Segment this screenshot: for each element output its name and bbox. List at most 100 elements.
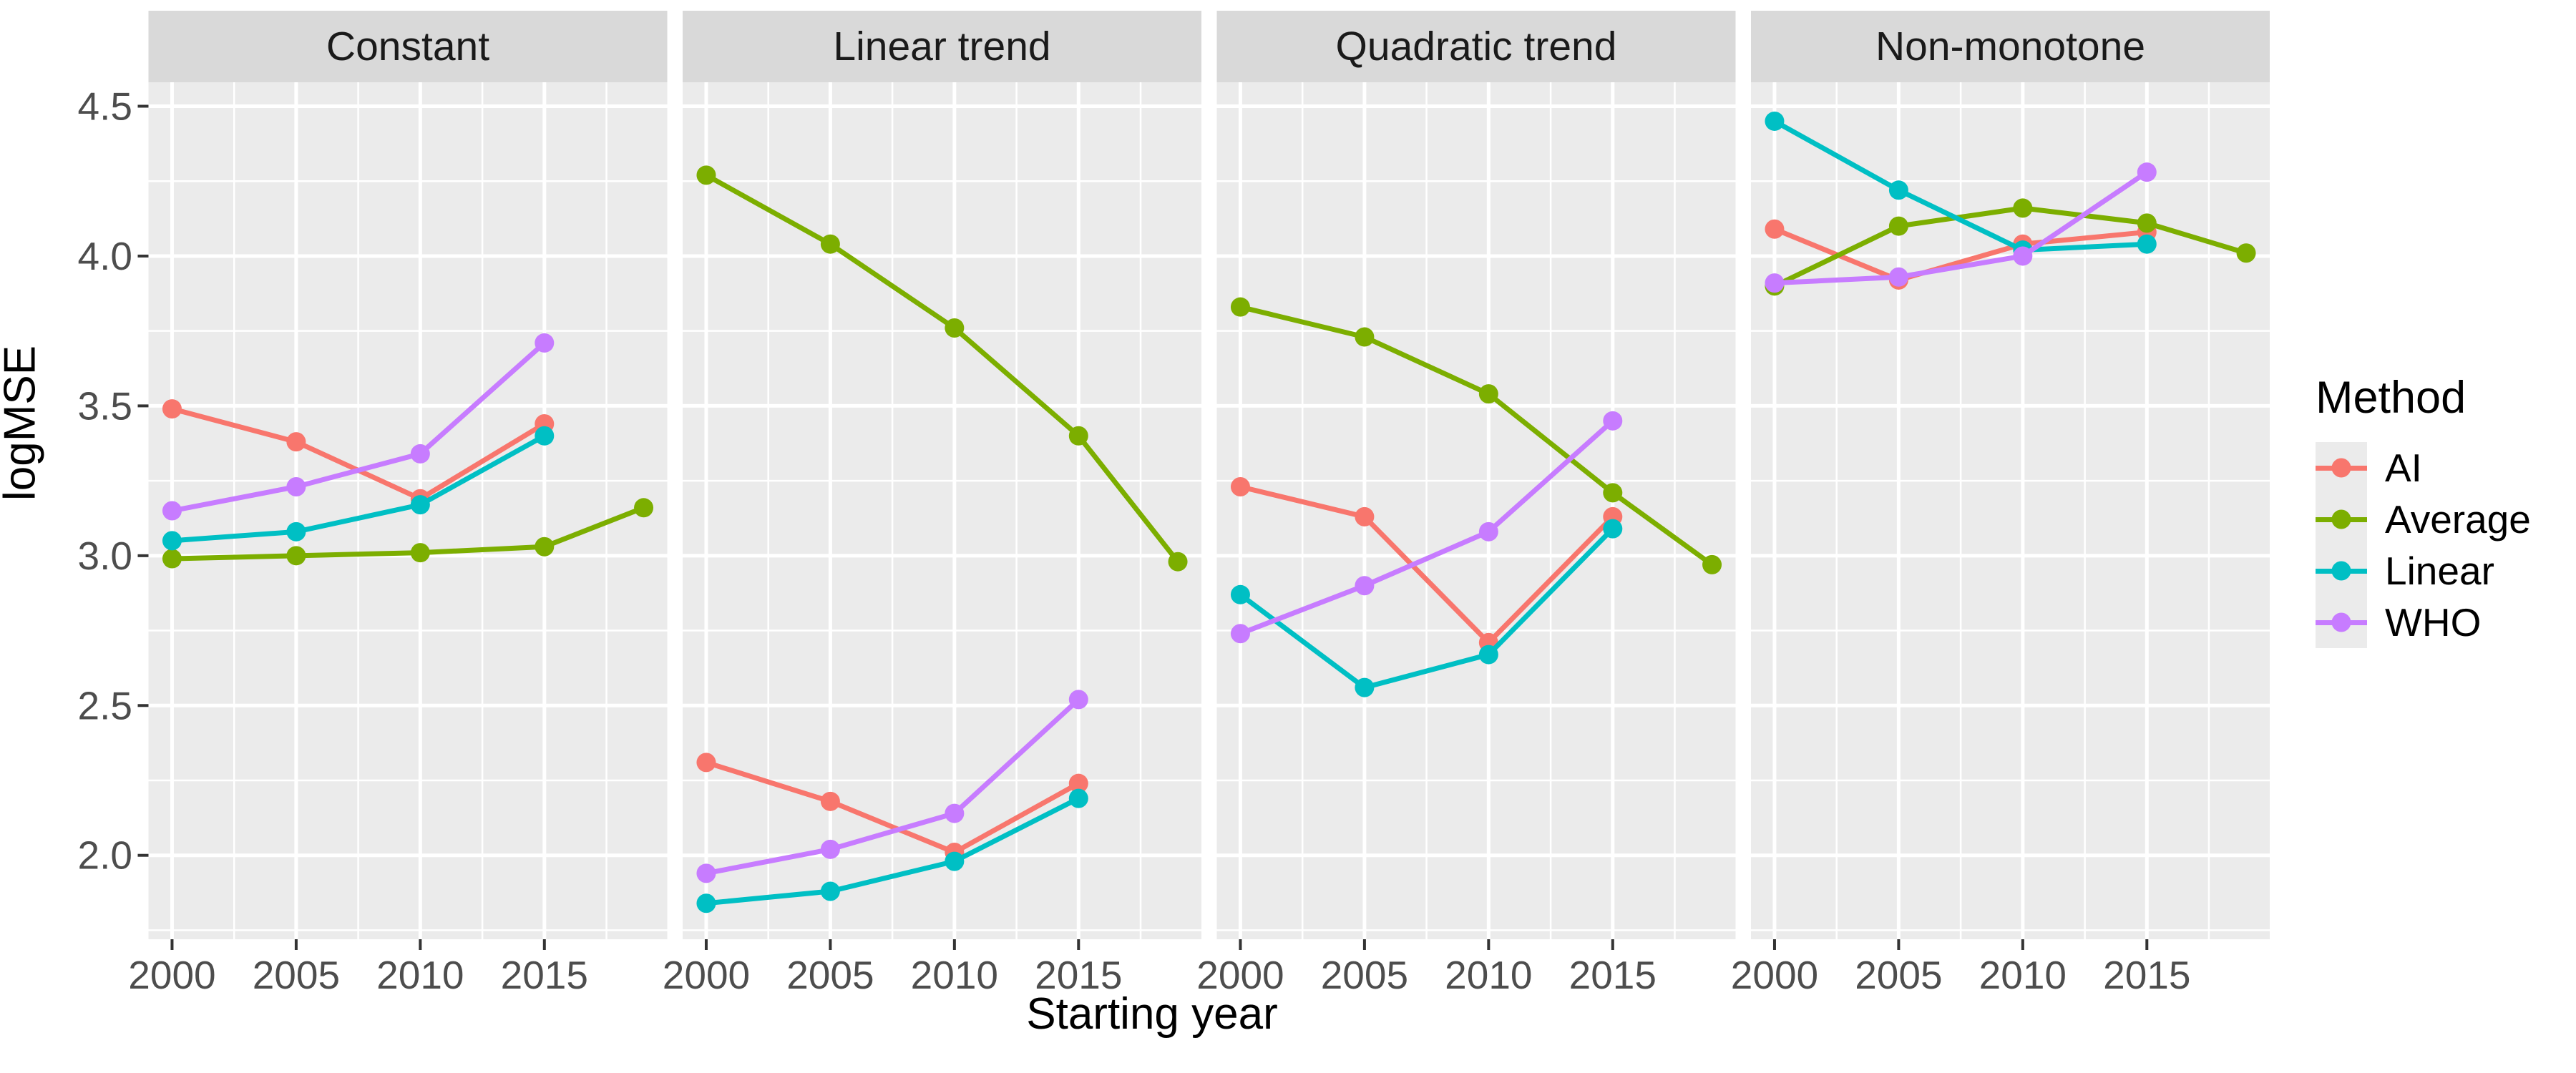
data-point-WHO: [2013, 246, 2033, 266]
legend-key-icon: [2316, 494, 2367, 545]
data-point-WHO: [945, 803, 965, 823]
data-point-Average: [945, 318, 965, 338]
y-tick-label: 3.0: [78, 534, 132, 578]
facet-strip-label: Constant: [326, 24, 489, 69]
x-tick-label: 2005: [786, 953, 874, 997]
data-point-Average: [634, 498, 654, 518]
data-point-Linear: [1888, 180, 1908, 200]
data-point-WHO: [410, 444, 430, 464]
data-point-Average: [2137, 213, 2157, 233]
data-point-WHO: [820, 839, 840, 859]
legend-item-label: Linear: [2385, 549, 2494, 593]
series-line-Linear: [172, 433, 546, 544]
data-point-Linear: [820, 881, 840, 901]
data-point-Linear: [1230, 584, 1250, 604]
x-tick-label: 2005: [1321, 953, 1408, 997]
data-point-Average: [696, 165, 716, 185]
data-point-Average: [1168, 552, 1188, 572]
data-point-AI: [696, 753, 716, 773]
x-tick-label: 2010: [911, 953, 998, 997]
legend-item-WHO: WHO: [2316, 597, 2531, 648]
panel-background: [1216, 82, 1736, 939]
data-point-WHO: [1355, 576, 1375, 596]
x-tick-label: 2010: [1979, 953, 2067, 997]
data-point-WHO: [535, 333, 555, 353]
data-point-Linear: [2137, 234, 2157, 254]
series-line-WHO: [171, 340, 547, 514]
data-point-Average: [1603, 483, 1623, 503]
series-line-AI: [1239, 484, 1615, 647]
data-point-Average: [1230, 297, 1250, 317]
data-point-Linear: [1478, 645, 1498, 665]
data-point-AI: [820, 791, 840, 811]
legend-key-icon: [2316, 545, 2367, 597]
data-point-Linear: [1765, 111, 1785, 131]
data-point-Average: [1068, 426, 1088, 446]
series-line-Linear: [1239, 526, 1615, 690]
data-point-Average: [2236, 243, 2256, 263]
data-point-Linear: [1355, 677, 1375, 697]
legend-key-dot: [2331, 458, 2351, 478]
y-tick-label: 2.0: [78, 833, 132, 878]
facet-strip-label: Non-monotone: [1875, 24, 2145, 69]
legend-key-dot: [2331, 509, 2351, 529]
legend-item-AI: AI: [2316, 442, 2531, 494]
x-tick-label: 2015: [2103, 953, 2190, 997]
data-point-Average: [1888, 216, 1908, 236]
y-tick-label: 4.0: [78, 234, 132, 278]
legend-item-Linear: Linear: [2316, 545, 2531, 597]
data-point-AI: [1068, 773, 1088, 793]
x-tick-label: 2015: [1569, 953, 1657, 997]
data-point-Linear: [410, 495, 430, 515]
legend-item-label: Average: [2385, 497, 2531, 542]
series-line-Linear: [1773, 119, 2147, 253]
data-point-Linear: [286, 521, 306, 542]
data-point-WHO: [1603, 411, 1623, 431]
legend-item-Average: Average: [2316, 494, 2531, 545]
legend-items: AI Average Linear WHO: [2316, 442, 2531, 648]
y-tick-label: 2.5: [78, 683, 132, 727]
data-point-Average: [410, 543, 430, 563]
data-point-WHO: [2137, 162, 2157, 182]
data-point-WHO: [1478, 521, 1498, 542]
data-point-Average: [2013, 198, 2033, 218]
data-point-Linear: [945, 851, 965, 871]
data-point-Average: [162, 549, 182, 569]
x-tick-label: 2005: [1855, 953, 1942, 997]
data-point-AI: [1230, 476, 1250, 496]
series-line-WHO: [706, 697, 1080, 876]
panel-background: [148, 82, 668, 939]
data-point-Average: [820, 234, 840, 254]
facet-strip: [683, 11, 1201, 82]
series-line-WHO: [1774, 170, 2149, 286]
x-axis-title: Starting year: [1026, 989, 1278, 1039]
legend-key-dot: [2331, 561, 2351, 581]
data-point-AI: [1355, 506, 1375, 526]
panel-background: [683, 82, 1201, 939]
legend-item-label: AI: [2385, 446, 2422, 490]
data-point-WHO: [1765, 273, 1785, 293]
legend-key-icon: [2316, 597, 2367, 648]
data-point-Linear: [1603, 519, 1623, 539]
x-tick-label: 2005: [253, 953, 340, 997]
data-point-Linear: [1068, 788, 1088, 808]
x-tick-label: 2015: [501, 953, 588, 997]
legend: Method AI Average Linear WHO: [2316, 372, 2531, 648]
data-point-WHO: [1888, 267, 1908, 287]
data-point-WHO: [696, 863, 716, 883]
facet-strip-label: Quadratic trend: [1336, 24, 1617, 69]
x-tick-label: 2000: [663, 953, 750, 997]
series-line-Linear: [706, 796, 1080, 906]
y-tick-label: 4.5: [78, 84, 132, 129]
data-point-WHO: [162, 501, 182, 521]
data-point-Average: [1478, 384, 1498, 404]
x-tick-label: 2015: [1035, 953, 1122, 997]
x-tick-label: 2000: [1731, 953, 1818, 997]
y-axis-title: logMSE: [0, 345, 45, 501]
facet-strip: [1216, 11, 1736, 82]
data-point-WHO: [286, 476, 306, 496]
x-tick-label: 2000: [1196, 953, 1284, 997]
data-point-WHO: [1068, 690, 1088, 710]
